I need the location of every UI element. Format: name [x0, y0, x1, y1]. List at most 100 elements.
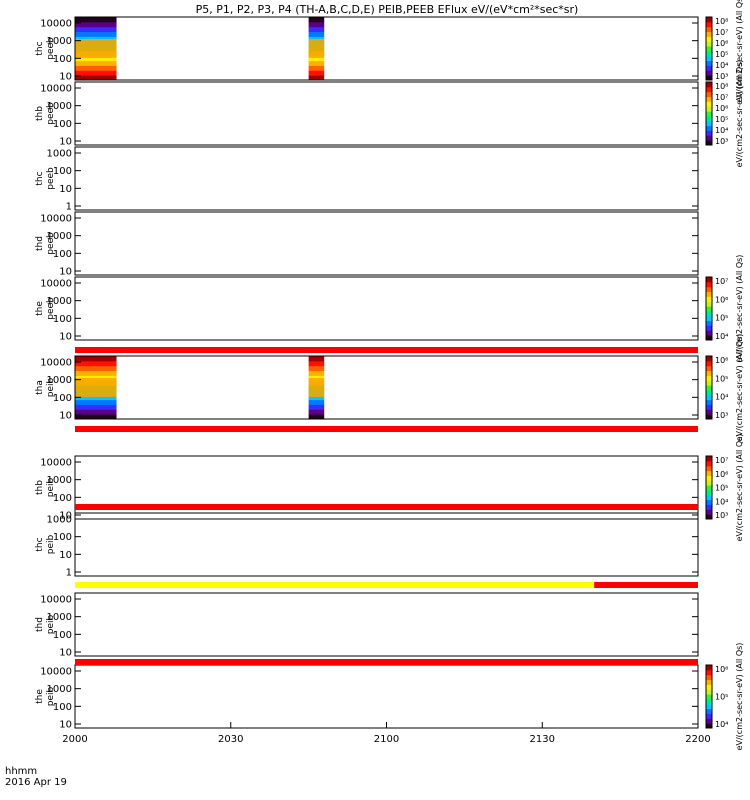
colorbar-tick-label: 10⁶ [715, 104, 728, 113]
colorbar-swatch [706, 75, 712, 81]
colorbar: 10³ 10⁴ 10⁵ 10⁶ 10⁷ eV/(cm2-sec-sr-eV) (All Q… [705, 434, 744, 541]
spectrogram-cell [308, 370, 325, 376]
colorbar-frame [705, 355, 713, 420]
colorbar-tick-label: 10⁵ [715, 484, 728, 493]
colorbar-swatch [706, 465, 712, 472]
spectrogram-cell [75, 55, 117, 62]
y-tick-label: 10 [59, 550, 72, 561]
y-tick-label: 1000 [47, 375, 72, 386]
flag-bar-segment [75, 347, 698, 353]
colorbar-tick-label: 10⁴ [715, 497, 728, 506]
probe-label: thb [35, 480, 45, 495]
colorbar-tick-label: 10⁷ [715, 28, 728, 37]
panel-thb-peib: 10 100 1000 10000 thb peib 10³ 10⁴ 10⁵ 10⁶ 10⁷ eV/(… [35, 426, 744, 541]
colorbar-swatch [706, 694, 712, 700]
colorbar-swatch [706, 394, 712, 401]
y-tick-label: 10000 [40, 84, 72, 95]
product-label: peeb [46, 232, 56, 255]
colorbar-swatch [706, 409, 712, 415]
colorbar-tick-label: 10⁶ [715, 295, 728, 304]
product-label: peib [46, 477, 56, 497]
y-tick-label: 100 [53, 630, 72, 641]
panel-frame [74, 81, 699, 146]
product-label: peeb [46, 37, 56, 60]
colorbar-tick-label: 10⁴ [715, 61, 728, 70]
colorbar-swatch [706, 684, 712, 690]
figure-title: P5, P1, P2, P3, P4 (TH-A,B,C,D,E) PEIB,P… [196, 3, 579, 16]
y-tick-label: 100 [53, 249, 72, 260]
colorbar-label: eV/(cm2-sec-sr-eV) (All Qs) [735, 334, 744, 442]
y-tick-label: 1000 [47, 612, 72, 623]
colorbar-swatch [706, 399, 712, 405]
colorbar-swatch [706, 296, 712, 302]
panel-thc-peeb: 10 100 1000 10000 thc peeb 10³ 10⁴ 10⁵ 10⁶ 10⁷ 10⁸ e… [35, 0, 744, 102]
colorbar-swatch [706, 330, 712, 336]
colorbar-swatch [706, 380, 712, 386]
colorbar-frame [705, 455, 713, 520]
x-tick-label: 2000 [62, 734, 87, 745]
spectrogram-cell [308, 17, 325, 23]
colorbar-swatch [706, 310, 712, 317]
spectrogram-band [75, 378, 117, 397]
flag-bar-segment [75, 426, 698, 432]
colorbar-swatch [706, 703, 712, 710]
spectrogram-cell [308, 55, 325, 62]
x-tick-label: 2030 [218, 734, 243, 745]
spectrogram-cell [75, 75, 117, 81]
y-tick-label: 1000 [47, 101, 72, 112]
colorbar-swatch [706, 306, 712, 312]
time-axis-label: hhmm [5, 766, 37, 777]
spectrogram-cell [75, 399, 117, 405]
spectrogram-cell [308, 394, 325, 401]
colorbar-swatch [706, 674, 712, 681]
colorbar: 10⁴ 10⁵ 10⁶ 10⁷ eV/(cm2-sec-sr-eV) (All Qs) [705, 255, 744, 363]
spectrogram-cell [75, 21, 117, 28]
date-label: 2016 Apr 19 [5, 777, 67, 788]
colorbar-swatch [706, 718, 712, 724]
colorbar-tick-label: 10⁴ [715, 332, 728, 341]
panel-thd-peib: 10 100 1000 10000 thd peib [35, 582, 699, 659]
colorbar-swatch [706, 665, 712, 671]
spectrogram-cell [308, 414, 325, 420]
spectrogram-cell [75, 370, 117, 376]
y-tick-label: 1000 [47, 231, 72, 242]
spectrogram-cell [308, 60, 325, 66]
colorbar-label: eV/(cm2-sec-sr-eV) (All Qs) [735, 643, 744, 751]
colorbar-swatch [706, 708, 712, 714]
spectrogram-cell [308, 70, 325, 76]
colorbar-swatch [706, 125, 712, 131]
colorbar-swatch [706, 698, 712, 705]
panel-frame [74, 664, 699, 729]
colorbar-swatch [706, 499, 712, 505]
colorbar-tick-label: 10⁷ [715, 456, 728, 465]
y-tick-label: 1000 [47, 475, 72, 486]
colorbar-swatch [706, 286, 712, 293]
y-tick-label: 100 [53, 702, 72, 713]
panel-thc-peib: 1 10 100 1000 thc peib [35, 504, 699, 579]
spectrogram-cell [308, 409, 325, 415]
colorbar-frame [705, 664, 713, 729]
spectrogram-cell [308, 360, 325, 367]
spectrogram-band [75, 39, 117, 58]
spectrogram-cell [75, 414, 117, 420]
colorbar-swatch [706, 26, 712, 33]
colorbar-swatch [706, 480, 712, 486]
colorbar-tick-label: 10³ [715, 511, 728, 520]
colorbar-swatch [706, 82, 712, 88]
panel-frame [74, 355, 699, 420]
colorbar-swatch [706, 385, 712, 391]
spectrogram-cell [308, 31, 325, 37]
colorbar-swatch [706, 111, 712, 117]
colorbar-frame [705, 16, 713, 81]
flag-bar-segment [75, 582, 595, 588]
colorbar: 10⁴ 10⁵ 10⁶ eV/(cm2-sec-sr-eV) (All Qs) [705, 643, 744, 751]
panel-tha-peib: 10 100 1000 10000 tha peib 10³ 10⁴ 10⁵ 10⁶ eV/(cm2… [35, 334, 744, 442]
y-tick-label: 100 [53, 166, 72, 177]
spectrogram-cell [308, 65, 325, 71]
colorbar-tick-label: 10⁵ [715, 374, 728, 383]
colorbar-swatch [706, 31, 712, 37]
colorbar-label: eV/(cm2-sec-sr-eV) (All Qs) [735, 255, 744, 363]
colorbar: 10³ 10⁴ 10⁵ 10⁶ 10⁷ 10⁸ eV/(cm2-sec-sr-eV) (Al… [705, 60, 744, 167]
y-tick-label: 10 [59, 184, 72, 195]
spectrogram-cell [75, 65, 117, 71]
